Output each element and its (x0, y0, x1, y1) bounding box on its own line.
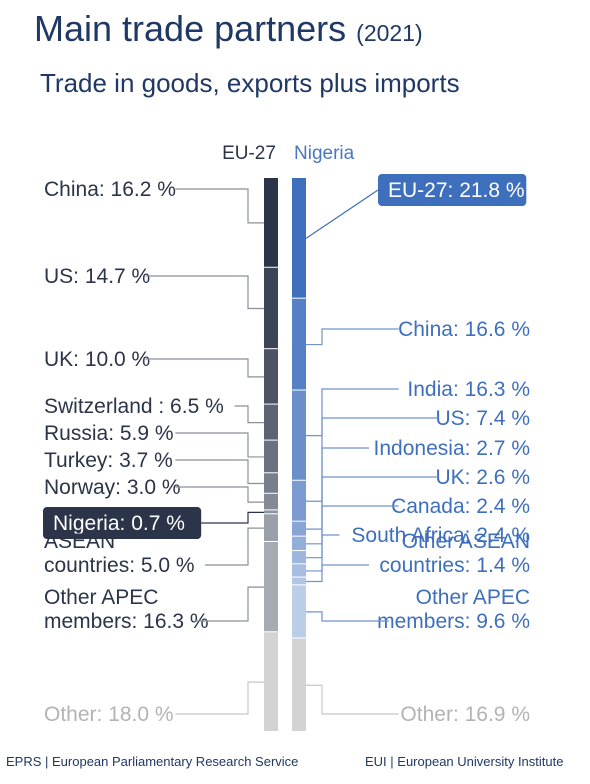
bar-segment-nigeria-us (292, 480, 306, 521)
data-label-eu-27-us: US: 14.7 % (44, 265, 150, 288)
bar-segment-eu-27-other (264, 632, 278, 731)
bar-segment-nigeria-other-asean-countries (292, 577, 306, 585)
leader-line-nigeria-china (306, 328, 399, 346)
chart-subtitle: Trade in goods, exports plus imports (40, 68, 460, 98)
data-label-nigeria-china: China: 16.6 % (398, 318, 530, 341)
data-label-nigeria-indonesia: Indonesia: 2.7 % (374, 437, 530, 460)
data-label-nigeria-uk: UK: 2.6 % (435, 466, 530, 489)
chart-title-year: (2021) (356, 20, 423, 46)
data-label-nigeria-other-apec-members: Other APEC members: 9.6 % (377, 586, 530, 633)
data-label-nigeria-india: India: 16.3 % (407, 378, 530, 401)
leader-line-eu-27-asean-countries (204, 527, 264, 566)
series-header-nigeria: Nigeria (294, 143, 355, 164)
bar-segment-eu-27-turkey (264, 473, 278, 493)
data-label-eu-27-russia: Russia: 5.9 % (44, 422, 174, 445)
leader-line-eu-27-other (175, 681, 264, 715)
leader-line-eu-27-uk (145, 358, 264, 378)
bar-segment-eu-27-other-apec-members (264, 541, 278, 632)
bar-segment-nigeria-eu-27 (292, 178, 306, 298)
highlight-label-box-eu-27 (378, 174, 527, 206)
leader-line-eu-27-us (145, 275, 264, 310)
chart-title-main: Main trade partners (34, 8, 347, 49)
data-label-nigeria-us: US: 7.4 % (435, 407, 530, 430)
stacked-bar-chart: EU-27 China: 16.2 % US: 14.7 % UK: 10.0 % Sw… (43, 143, 530, 731)
bar-segment-eu-27-norway (264, 493, 278, 510)
data-label-eu-27-china: China: 16.2 % (44, 178, 176, 201)
data-label-eu-27-norway: Norway: 3.0 % (44, 476, 181, 499)
bar-segment-nigeria-uk (292, 536, 306, 551)
data-label-eu-27-asean-countries: ASEAN countries: 5.0 % (44, 530, 195, 577)
data-label-eu-27-switzerland: Switzerland : 6.5 % (44, 395, 224, 418)
leader-line-nigeria-other-apec-members (306, 611, 389, 622)
bar-segment-nigeria-china (292, 298, 306, 390)
data-label-eu-27-uk: UK: 10.0 % (44, 348, 150, 371)
bar-segment-nigeria-indonesia (292, 521, 306, 536)
series-header-eu-27: EU-27 (222, 143, 276, 164)
bar-segment-nigeria-canada (292, 551, 306, 564)
data-label-nigeria-south-africa: South Africa: 2.4 % (351, 524, 530, 547)
leader-line-nigeria-india (306, 388, 399, 437)
bar-segment-eu-27-uk (264, 349, 278, 404)
leader-line-eu-27-norway (175, 486, 264, 503)
bar-segment-nigeria-india (292, 390, 306, 480)
data-label-eu-27-other-apec-members: Other APEC members: 16.3 % (44, 586, 209, 633)
leader-line-nigeria-other (306, 684, 399, 715)
data-label-eu-27-turkey: Turkey: 3.7 % (44, 449, 173, 472)
leader-line-eu-27-switzerland (234, 405, 264, 424)
highlight-label-box-nigeria (43, 507, 202, 539)
bar-segment-nigeria-south-africa (292, 564, 306, 577)
leader-line-nigeria-south-africa (306, 534, 340, 572)
data-label-nigeria-eu-27: EU-27: 21.8 % (388, 179, 525, 202)
bar-segment-nigeria-other (292, 638, 306, 731)
leader-line-eu-27-other-apec-members (195, 586, 264, 622)
bar-segment-eu-27-us (264, 267, 278, 349)
chart-title: Main trade partners (2021) (34, 8, 423, 50)
leader-line-eu-27-china (175, 188, 264, 224)
footer-source-eprs: EPRS | European Parliamentary Research S… (6, 754, 299, 769)
bar-segment-eu-27-nigeria (264, 510, 278, 514)
bar-segment-nigeria-other-apec-members (292, 585, 306, 638)
leader-line-nigeria-other-asean-countries (306, 564, 370, 583)
leader-line-eu-27-turkey (175, 459, 264, 485)
footer-source-eui: EUI | European University Institute (365, 754, 564, 769)
bar-segment-eu-27-asean-countries (264, 514, 278, 541)
bar-segment-eu-27-switzerland (264, 404, 278, 440)
data-label-nigeria-other: Other: 16.9 % (400, 703, 530, 726)
leader-line-eu-27-nigeria (201, 511, 264, 524)
leader-line-eu-27-russia (175, 432, 264, 458)
data-label-eu-27-nigeria: Nigeria: 0.7 % (53, 512, 185, 535)
data-label-eu-27-other: Other: 18.0 % (44, 703, 174, 726)
data-label-nigeria-other-asean-countries: Other ASEAN countries: 1.4 % (379, 530, 530, 577)
bar-segment-eu-27-china (264, 178, 278, 267)
leader-line-nigeria-canada (306, 505, 399, 559)
bar-segment-eu-27-russia (264, 440, 278, 473)
leader-line-nigeria-indonesia (306, 447, 370, 530)
leader-line-nigeria-eu-27 (305, 189, 379, 239)
data-label-nigeria-canada: Canada: 2.4 % (391, 495, 530, 518)
